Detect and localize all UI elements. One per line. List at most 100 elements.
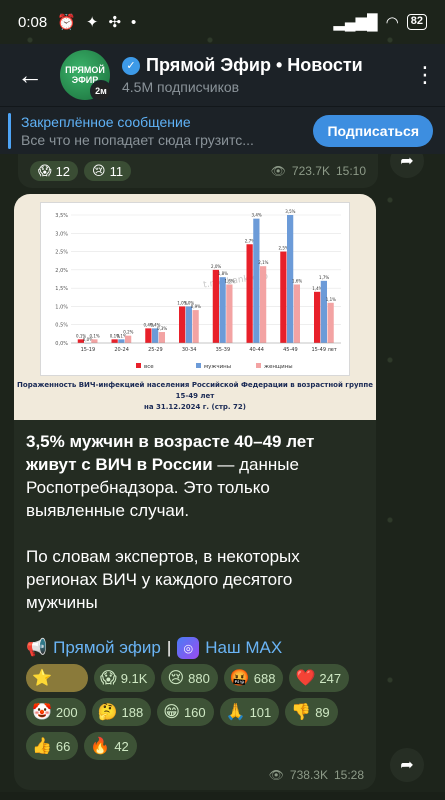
bar <box>219 277 226 343</box>
notification-icon: ✦ <box>85 14 99 31</box>
bar-value-label: 2,7% <box>245 238 255 243</box>
bar <box>253 218 260 343</box>
bar <box>91 339 98 343</box>
thumbs-down-emoji-icon: 👎 <box>291 704 312 721</box>
legend-swatch <box>196 363 201 368</box>
previous-message: 😱 12 😢 11 👁 723.7K 15:10 <box>18 154 378 188</box>
reaction-chip[interactable]: ❤️ 247 <box>289 664 350 692</box>
subscribe-button[interactable]: Подписаться <box>313 114 433 147</box>
bar-value-label: 1,0% <box>177 300 187 305</box>
bar-value-label: 2,0% <box>211 264 221 269</box>
bar <box>125 335 132 343</box>
share-arrow-icon: ➦ <box>400 153 414 170</box>
reaction-chip[interactable]: 👍 66 <box>26 732 79 760</box>
bar-value-label: 1,1% <box>326 297 336 302</box>
more-vertical-icon: ⋮ <box>414 62 436 87</box>
link-separator: | <box>166 638 172 657</box>
post-headline: 3,5% мужчин в возрасте 40–49 лет живут с… <box>26 432 315 474</box>
subscriber-count: 4.5M подписчиков <box>122 79 240 95</box>
eye-icon: 👁 <box>270 164 286 178</box>
reaction-count: 188 <box>121 704 144 720</box>
bar-value-label: 1,6% <box>225 278 235 283</box>
reaction-count: 89 <box>315 704 330 720</box>
chart-frame: 0,0% 0,5% 1,0% 1,5% 2,0% 2,5% 3,0% 3,5% t.me/ban… <box>40 202 350 376</box>
y-tick-label: 3,5% <box>55 213 68 219</box>
reaction-chip[interactable]: 🤬 688 <box>223 664 284 692</box>
reaction-count: 101 <box>249 704 272 720</box>
reaction-count: 880 <box>188 670 210 686</box>
chart-caption-line2: на 31.12.2024 г. (стр. 72) <box>144 403 246 411</box>
reaction-chip[interactable]: 😱 9.1K <box>94 664 156 692</box>
pinned-title: Закреплённое сообщение <box>21 113 191 130</box>
channel-title: Прямой Эфир • Новости <box>146 55 363 75</box>
bar <box>287 215 294 343</box>
bar <box>226 284 233 343</box>
reaction-chip[interactable]: 🤔 188 <box>91 698 152 726</box>
legend-label: все <box>144 364 154 370</box>
bar <box>185 306 192 343</box>
x-tick-label: 25-29 <box>148 347 163 353</box>
bar-value-label: 0,4% <box>144 322 154 327</box>
x-tick-label: 40-44 <box>249 347 264 353</box>
pinned-message-bar[interactable]: Закреплённое сообщение Все что не попада… <box>0 106 445 154</box>
message-time: 15:10 <box>335 164 366 178</box>
post-text: 3,5% мужчин в возрасте 40–49 лет живут с… <box>26 430 368 614</box>
avatar-badge: 2м <box>90 80 112 102</box>
max-app-icon: ◎ <box>177 637 200 659</box>
post-paragraph-2: По словам экспертов, в некоторых региона… <box>26 547 300 612</box>
heart-emoji-icon: ❤️ <box>295 670 316 687</box>
shocked-emoji-icon: 😱 <box>38 163 52 178</box>
reaction-count: 9.1K <box>120 670 148 686</box>
bar <box>111 339 118 343</box>
post-text-rest: — данные Роспотребнадзора. Это только вы… <box>26 455 299 520</box>
channel-avatar[interactable]: ПРЯМОЙ ЭФИР 2м <box>60 50 112 102</box>
y-tick-label: 2,0% <box>55 268 68 274</box>
back-button[interactable]: ← <box>0 44 60 106</box>
channel-info[interactable]: ✓ Прямой Эфир • Новости 4.5M подписчиков <box>122 55 405 95</box>
bar <box>293 284 300 343</box>
clown-emoji-icon: 🤡 <box>32 704 52 721</box>
post-meta: 👁 738.3K 15:28 <box>269 768 364 782</box>
reaction-chip[interactable]: 👎 89 <box>285 698 338 726</box>
bar-value-label: 1,0% <box>184 300 194 305</box>
reaction-count: 42 <box>114 738 129 754</box>
reaction-count: 688 <box>253 670 276 686</box>
link-nash-max[interactable]: Наш MAX <box>205 638 283 657</box>
reaction-count: 11 <box>109 163 124 179</box>
bar <box>280 251 287 343</box>
bar-value-label: 0,0% <box>83 337 93 342</box>
reaction-chip[interactable]: 😢 11 <box>84 161 132 181</box>
reaction-chip[interactable]: ⭐ <box>26 664 88 692</box>
post-image[interactable]: 0,0% 0,5% 1,0% 1,5% 2,0% 2,5% 3,0% 3,5% t.me/ban… <box>14 194 376 420</box>
post-body: 3,5% мужчин в возрасте 40–49 лет живут с… <box>26 430 368 659</box>
post-links: 📢 Прямой эфир | ◎ Наш MAX <box>26 637 368 659</box>
reaction-chip[interactable]: 🔥 42 <box>84 732 137 760</box>
arrow-left-icon: ← <box>17 59 43 90</box>
bar-value-label: 0,4% <box>150 322 160 327</box>
wifi-icon: ◠ <box>385 14 399 31</box>
x-tick-label: 30-34 <box>182 347 197 353</box>
eye-icon: 👁 <box>268 768 284 782</box>
channel-post: 0,0% 0,5% 1,0% 1,5% 2,0% 2,5% 3,0% 3,5% t.me/ban… <box>14 194 376 790</box>
bar <box>179 306 186 343</box>
link-pryamoy-efir[interactable]: Прямой эфир <box>53 638 161 657</box>
reaction-chip[interactable]: 😢 880 <box>161 664 218 692</box>
bar-value-label: 2,5% <box>279 246 289 251</box>
reaction-chip[interactable]: 😱 12 <box>30 161 79 181</box>
bar-value-label: 3,5% <box>285 209 295 214</box>
view-count: 723.7K <box>291 164 330 178</box>
crying-emoji-icon: 😢 <box>167 670 185 687</box>
star-emoji-icon: ⭐ <box>32 670 52 687</box>
share-button[interactable]: ➦ <box>390 748 424 782</box>
angry-emoji-icon: 🤬 <box>229 670 250 687</box>
bar <box>327 302 334 343</box>
battery-indicator: 82 <box>406 14 427 30</box>
bar <box>320 280 327 343</box>
pinned-indicator <box>8 112 11 149</box>
reaction-count: 12 <box>55 163 71 179</box>
reaction-chip[interactable]: 😁 160 <box>157 698 214 726</box>
reaction-chip[interactable]: 🙏 101 <box>219 698 280 726</box>
more-menu-button[interactable]: ⋮ <box>405 62 445 88</box>
reaction-chip[interactable]: 🤡 200 <box>26 698 86 726</box>
thinking-emoji-icon: 🤔 <box>97 704 118 721</box>
